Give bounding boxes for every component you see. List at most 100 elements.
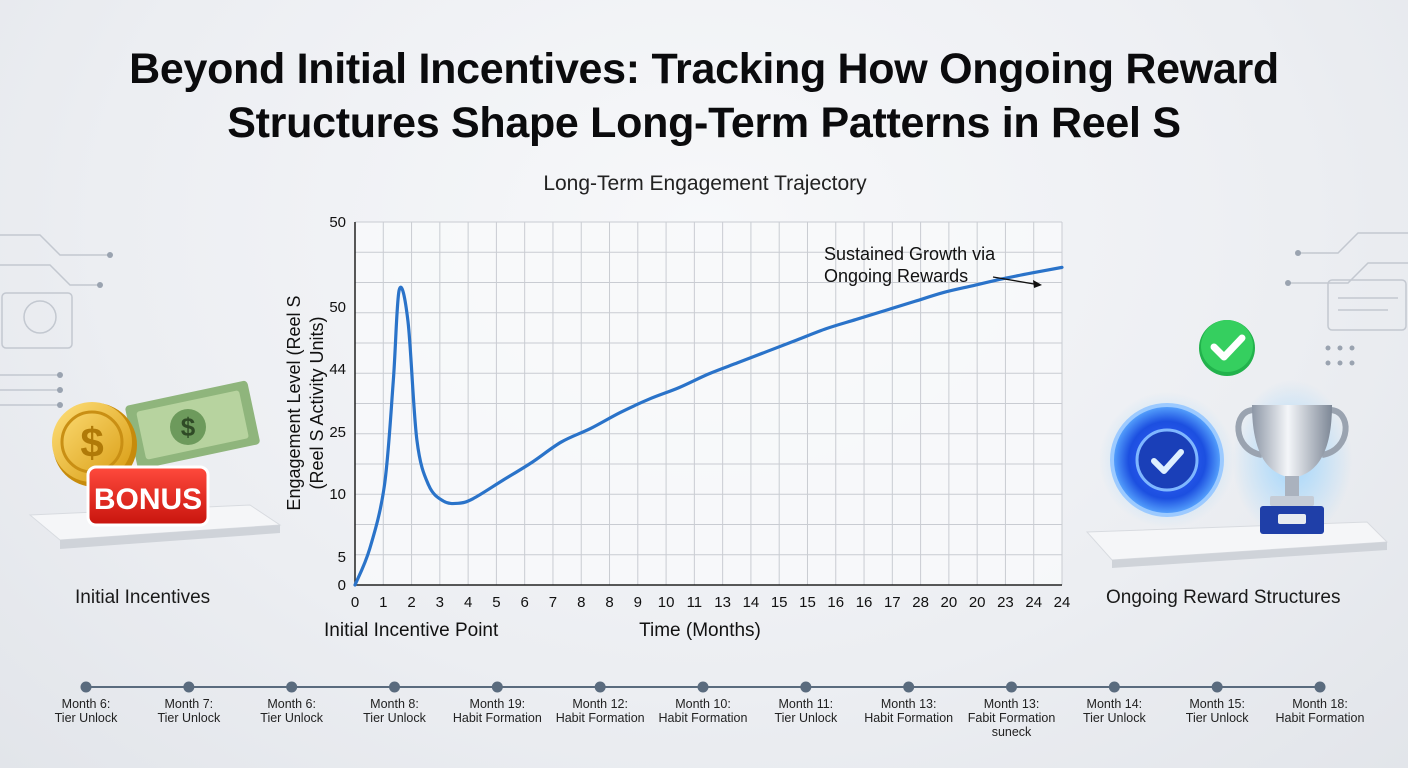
x-tick-label: 28 xyxy=(912,594,929,611)
timeline-marker xyxy=(800,681,812,693)
svg-text:$: $ xyxy=(181,412,196,442)
x-tick-label: 13 xyxy=(714,594,731,611)
x-tick-label: 3 xyxy=(436,594,444,611)
circuit-decoration-left xyxy=(0,234,113,408)
svg-text:BONUS: BONUS xyxy=(94,483,202,516)
timeline-marker xyxy=(286,681,298,693)
timeline-milestone-label: Month 19: Habit Formation xyxy=(442,697,552,725)
timeline-milestone-line1: Month 7: xyxy=(164,697,214,711)
green-check-icon xyxy=(1199,320,1255,376)
initial-incentives-label: Initial Incentives xyxy=(75,587,211,608)
x-tick-label: 5 xyxy=(492,594,500,611)
dollar-bill-icon: $ xyxy=(125,380,260,470)
timeline-milestone-label: Month 11: Tier Unlock xyxy=(751,697,861,725)
trophy-icon xyxy=(1232,380,1352,540)
timeline-milestone-label: Month 6: Tier Unlock xyxy=(237,697,347,725)
x-tick-label: 6 xyxy=(521,594,529,611)
svg-text:$: $ xyxy=(80,419,103,466)
x-tick-label: 7 xyxy=(549,594,557,611)
timeline-milestone-line2: Habit Formation xyxy=(658,711,748,725)
x-tick-label: 17 xyxy=(884,594,901,611)
y-axis-label-line-1: Engagement Level (Reel S xyxy=(284,295,304,510)
x-tick-label: 14 xyxy=(743,594,760,611)
progress-dial-icon xyxy=(1099,392,1235,528)
x-tick-label: 0 xyxy=(351,594,359,611)
y-tick-label: 25 xyxy=(329,424,346,441)
timeline-milestone-label: Month 7: Tier Unlock xyxy=(134,697,244,725)
timeline-milestone-label: Month 18: Habit Formation xyxy=(1265,697,1375,725)
rewards-illustration xyxy=(1085,320,1389,568)
x-tick-label: 4 xyxy=(464,594,472,611)
x-tick-label: 9 xyxy=(634,594,642,611)
milestone-timeline xyxy=(80,681,1326,693)
timeline-milestone-line2: Tier Unlock xyxy=(1082,711,1146,725)
timeline-milestone-line2: Tier Unlock xyxy=(260,711,324,725)
annotation-arrowhead xyxy=(1033,280,1042,288)
x-tick-label: 16 xyxy=(856,594,873,611)
timeline-milestone-line2: Tier Unlock xyxy=(774,711,838,725)
sustained-growth-annotation-line-2: Ongoing Rewards xyxy=(824,266,968,286)
chart-title: Long-Term Engagement Trajectory xyxy=(543,172,867,195)
timeline-milestone-line1: Month 13: xyxy=(983,697,1040,711)
timeline-milestone-line3: suneck xyxy=(991,725,1032,739)
x-tick-label: 20 xyxy=(941,594,958,611)
x-tick-label: 24 xyxy=(1025,594,1042,611)
timeline-marker xyxy=(697,681,709,693)
y-tick-label: 0 xyxy=(338,577,346,594)
timeline-milestone-line1: Month 15: xyxy=(1189,697,1245,711)
chart-series xyxy=(353,265,1064,587)
timeline-marker xyxy=(491,681,503,693)
x-tick-label: 10 xyxy=(658,594,675,611)
chart-tick-labels: 0 1 2 3 4 5 6 7 8 8 9 10 11 13 14 15 15 16 16 17 28 20 20 23 24 2… xyxy=(329,214,1070,611)
timeline-milestone-line2: Habit Formation xyxy=(1275,711,1365,725)
timeline-milestone-line2: Tier Unlock xyxy=(1185,711,1249,725)
timeline-milestone-line1: Month 18: xyxy=(1292,697,1348,711)
x-tick-label: 16 xyxy=(827,594,844,611)
timeline-milestone-line1: Month 11: xyxy=(778,697,834,711)
timeline-milestone-line1: Month 6: xyxy=(267,697,316,711)
timeline-marker xyxy=(1108,681,1120,693)
timeline-milestone-label: Month 13: Fabit Formation suneck xyxy=(957,697,1067,739)
x-tick-label: 24 xyxy=(1054,594,1071,611)
x-tick-label: 8 xyxy=(605,594,613,611)
timeline-milestone-label: Month 10: Habit Formation xyxy=(648,697,758,725)
ongoing-rewards-label: Ongoing Reward Structures xyxy=(1106,587,1341,608)
timeline-milestone-line2: Fabit Formation xyxy=(967,711,1056,725)
x-tick-label: 15 xyxy=(771,594,788,611)
initial-incentive-annotation: Initial Incentive Point xyxy=(324,620,499,641)
timeline-milestone-line1: Month 10: xyxy=(675,697,731,711)
page-title-line-1: Beyond Initial Incentives: Tracking How … xyxy=(129,45,1279,93)
timeline-marker xyxy=(903,681,915,693)
timeline-marker xyxy=(80,681,92,693)
bonus-illustration: $ $ BONUS xyxy=(28,380,282,549)
gold-coin-icon: $ xyxy=(52,402,137,487)
timeline-milestone-label: Month 13: Habit Formation xyxy=(854,697,964,725)
annotation-arrow xyxy=(992,276,1041,286)
x-tick-label: 11 xyxy=(687,594,703,611)
timeline-milestone-line2: Habit Formation xyxy=(452,711,542,725)
page-title-line-2: Structures Shape Long-Term Patterns in R… xyxy=(227,99,1181,147)
y-axis-label-line-2: (Reel S Activity Units) xyxy=(307,316,327,489)
timeline-milestone-label: Month 8: Tier Unlock xyxy=(340,697,450,725)
timeline-marker xyxy=(1006,681,1017,693)
page-title: Beyond Initial Incentives: Tracking How … xyxy=(0,42,1408,150)
x-tick-label: 20 xyxy=(969,594,986,611)
y-tick-label: 44 xyxy=(329,361,346,378)
x-tick-label: 15 xyxy=(799,594,816,611)
timeline-milestone-label: Month 14: Tier Unlock xyxy=(1059,697,1169,725)
timeline-marker xyxy=(1314,681,1326,693)
x-tick-label: 8 xyxy=(577,594,585,611)
sustained-growth-annotation-line-1: Sustained Growth via xyxy=(824,244,996,264)
timeline-milestone-line1: Month 6: xyxy=(61,697,111,711)
bonus-badge: BONUS xyxy=(86,465,210,527)
timeline-marker xyxy=(1211,681,1223,693)
timeline-milestone-label: Month 12: Habit Formation xyxy=(545,697,655,725)
engagement-series-line xyxy=(353,265,1064,587)
circuit-decoration-right xyxy=(1285,232,1408,366)
timeline-marker xyxy=(389,681,400,693)
y-tick-label: 5 xyxy=(338,549,346,566)
chart-axes: Time (Months) Engagement Level (Reel S (Re… xyxy=(284,222,1062,641)
timeline-milestone-line2: Habit Formation xyxy=(555,711,645,725)
